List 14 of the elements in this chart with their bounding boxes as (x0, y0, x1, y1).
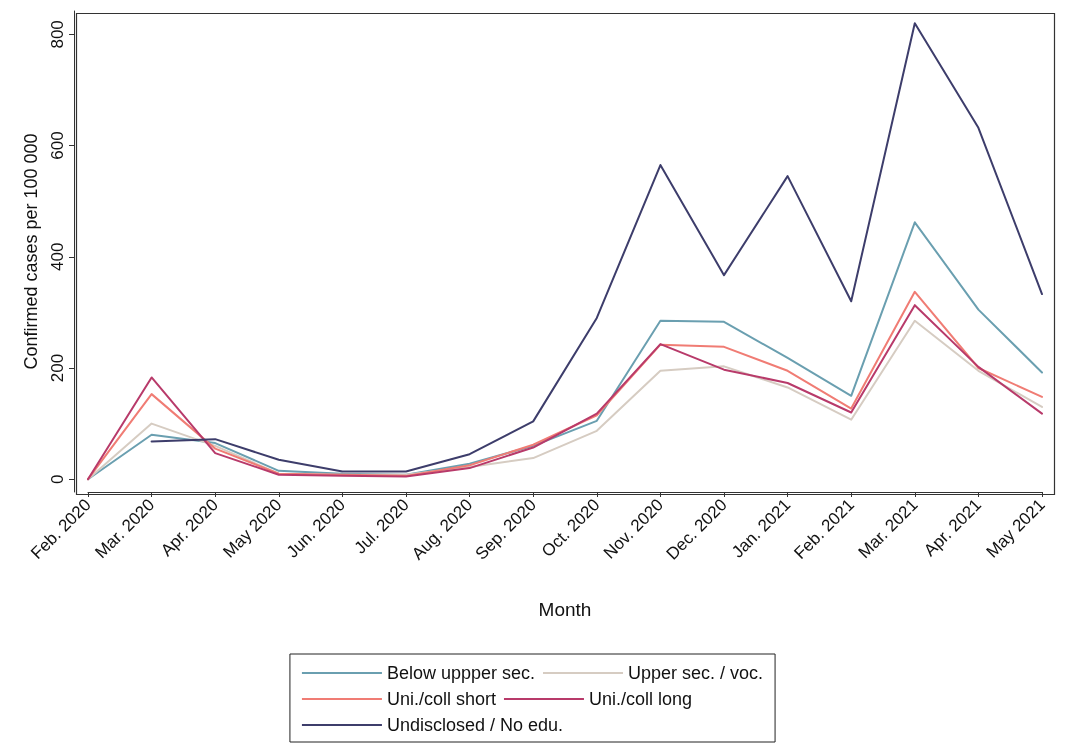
line-series (87, 221, 1043, 481)
y-tick-label: 200 (48, 353, 67, 383)
y-tick-label: 0 (48, 474, 67, 484)
x-axis-title: Month (538, 599, 592, 620)
y-tick-label: 800 (48, 20, 67, 49)
y-axis-title: Confirmed cases per 100 000 (21, 133, 41, 370)
line-series (150, 22, 1043, 473)
legend-label: Undisclosed / No edu. (386, 715, 564, 735)
y-tick-label: 400 (48, 242, 67, 271)
legend-label: Uni./coll long (588, 689, 693, 709)
y-tick-label: 600 (48, 131, 67, 160)
legend-label: Below uppper sec. (386, 663, 536, 683)
legend-label: Upper sec. / voc. (628, 663, 764, 683)
legend-label: Uni./coll short (386, 689, 496, 709)
